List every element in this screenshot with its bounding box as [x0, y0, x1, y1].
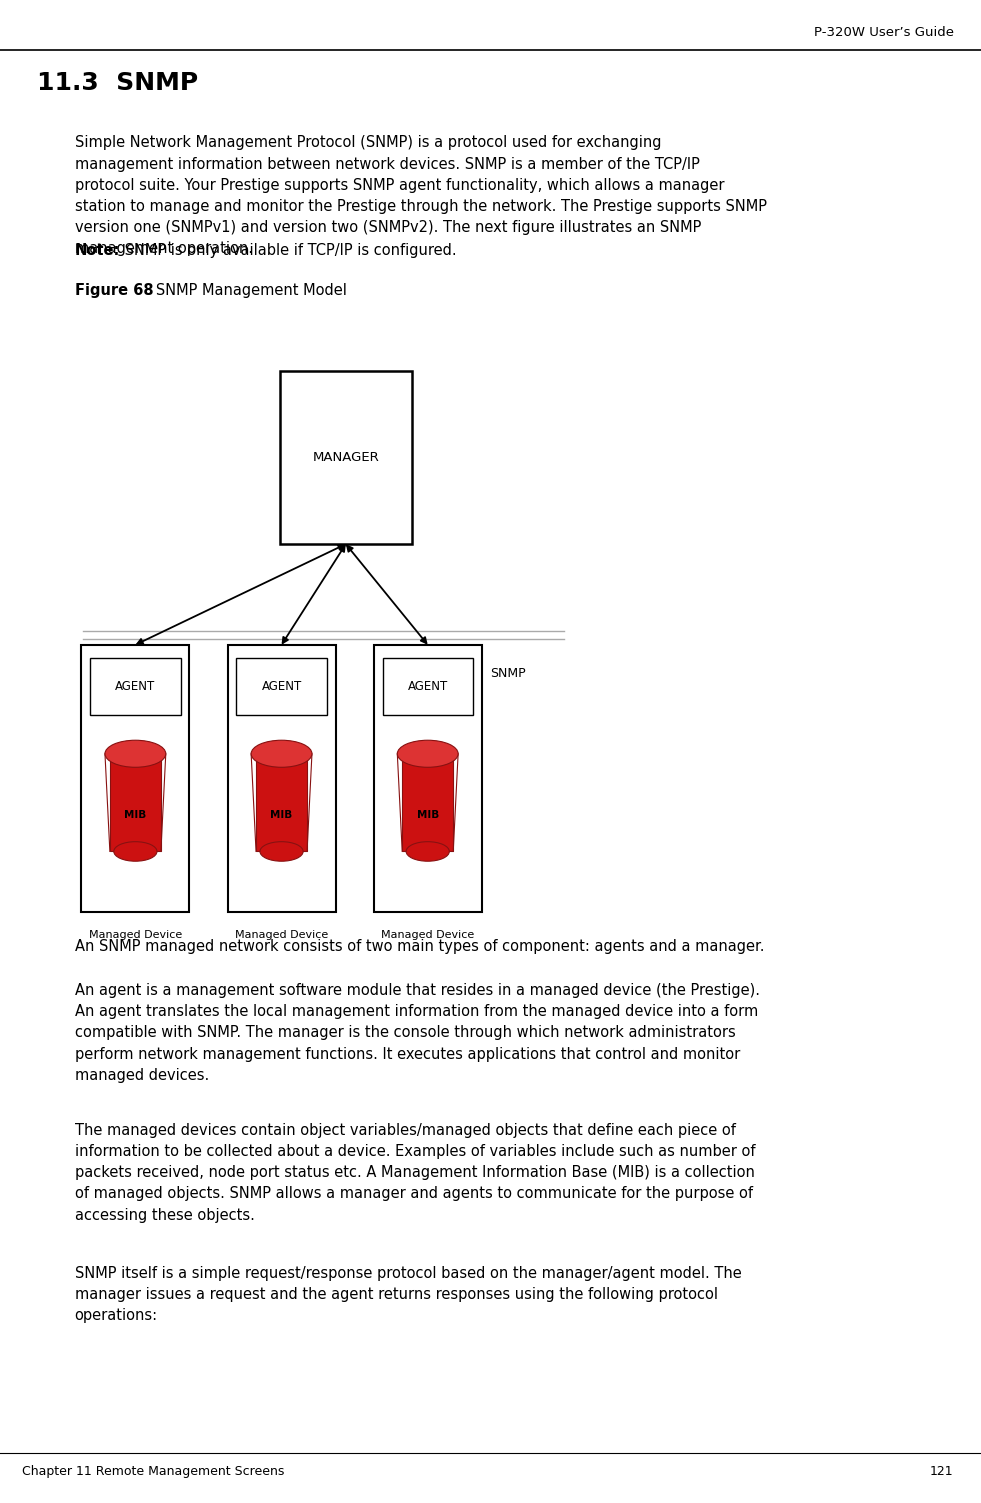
Text: Managed Device: Managed Device: [381, 930, 475, 941]
Text: An agent is a management software module that resides in a managed device (the P: An agent is a management software module…: [75, 983, 759, 1084]
Bar: [110, 755, 161, 851]
Bar: [90, 658, 181, 715]
Text: Simple Network Management Protocol (SNMP) is a protocol used for exchanging
mana: Simple Network Management Protocol (SNMP…: [75, 135, 766, 257]
Text: SNMP: SNMP: [490, 667, 526, 679]
Text: SNMP Management Model: SNMP Management Model: [142, 283, 347, 298]
Text: Managed Device: Managed Device: [88, 930, 182, 941]
Text: AGENT: AGENT: [115, 681, 156, 693]
Bar: [374, 645, 482, 912]
Bar: [256, 755, 307, 851]
Bar: [228, 645, 336, 912]
Bar: [81, 645, 189, 912]
Text: P-320W User’s Guide: P-320W User’s Guide: [813, 26, 954, 39]
Text: 11.3  SNMP: 11.3 SNMP: [37, 71, 198, 95]
Text: Chapter 11 Remote Management Screens: Chapter 11 Remote Management Screens: [22, 1465, 284, 1479]
Bar: [236, 658, 327, 715]
Bar: [383, 658, 473, 715]
Text: MIB: MIB: [125, 810, 146, 819]
Text: Managed Device: Managed Device: [234, 930, 329, 941]
Text: MANAGER: MANAGER: [312, 451, 380, 464]
Ellipse shape: [406, 842, 449, 861]
Ellipse shape: [251, 739, 312, 767]
Ellipse shape: [397, 739, 458, 767]
Text: An SNMP managed network consists of two main types of component: agents and a ma: An SNMP managed network consists of two …: [75, 939, 764, 954]
Ellipse shape: [114, 842, 157, 861]
Text: AGENT: AGENT: [261, 681, 302, 693]
Text: 121: 121: [930, 1465, 954, 1479]
Text: AGENT: AGENT: [407, 681, 448, 693]
Bar: [280, 371, 412, 544]
Text: Figure 68: Figure 68: [75, 283, 153, 298]
Bar: [402, 755, 453, 851]
Text: MIB: MIB: [271, 810, 292, 819]
Text: SNMP itself is a simple request/response protocol based on the manager/agent mod: SNMP itself is a simple request/response…: [75, 1266, 742, 1323]
Text: The managed devices contain object variables/managed objects that define each pi: The managed devices contain object varia…: [75, 1123, 755, 1223]
Text: Note:: Note:: [75, 243, 120, 259]
Ellipse shape: [105, 739, 166, 767]
Ellipse shape: [260, 842, 303, 861]
Text: SNMP is only available if TCP/IP is configured.: SNMP is only available if TCP/IP is conf…: [120, 243, 456, 259]
Text: MIB: MIB: [417, 810, 439, 819]
